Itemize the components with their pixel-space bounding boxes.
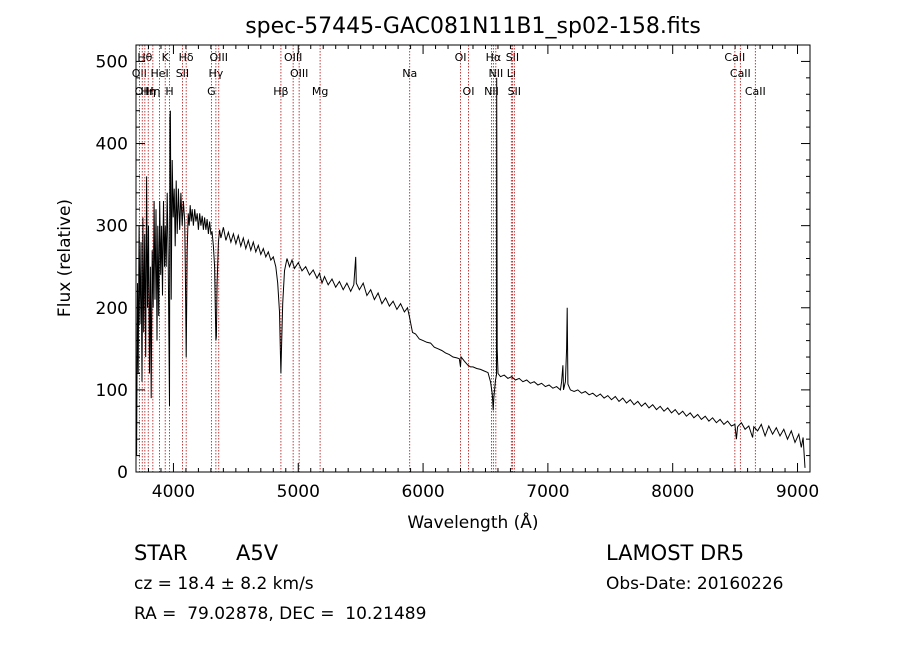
x-tick-label-5000: 5000 xyxy=(277,482,320,502)
axis-ticks: 4000 5000 6000 7000 8000 9000 0 100 200 300 400 500 xyxy=(96,44,819,502)
x-tick-label-6000: 6000 xyxy=(401,482,444,502)
x-axis-label: Wavelength (Å) xyxy=(407,511,538,533)
y-tick-label-200: 200 xyxy=(96,299,128,319)
line-label-10: G xyxy=(207,85,216,98)
line-label-28: CaII xyxy=(745,85,766,98)
line-label-22: NII xyxy=(488,67,503,80)
line-label-4: Hη xyxy=(145,85,160,98)
y-tick-label-400: 400 xyxy=(96,135,128,155)
line-label-12: OIII xyxy=(210,51,228,64)
chart-title: spec-57445-GAC081N11B1_sp02-158.fits xyxy=(245,14,701,39)
line-label-17: Na xyxy=(402,67,417,80)
line-label-9: Hδ xyxy=(179,51,194,64)
line-label-11: Hγ xyxy=(208,67,223,80)
line-label-23: Li xyxy=(507,67,516,80)
line-label-26: CaII xyxy=(724,51,745,64)
y-tick-label-300: 300 xyxy=(96,217,128,237)
spectrum-plot xyxy=(136,77,806,468)
observation-date: Obs-Date: 20160226 xyxy=(606,574,784,594)
x-tick-label-9000: 9000 xyxy=(776,482,819,502)
y-axis-label: Flux (relative) xyxy=(55,199,75,317)
line-label-19: OI xyxy=(463,85,475,98)
y-tick-label-500: 500 xyxy=(96,52,128,72)
spectral-line-markers: OIIOIIHθHηHηHeIKHSIIHδGHγOIIIHβOIIIOIIIM… xyxy=(132,45,766,472)
line-label-25: SII xyxy=(508,85,521,98)
y-tick-label-100: 100 xyxy=(96,381,128,401)
object-subclass: A5V xyxy=(236,541,279,565)
line-label-18: OI xyxy=(455,51,467,64)
y-tick-label-0: 0 xyxy=(117,463,128,483)
line-label-27: CaII xyxy=(730,67,751,80)
x-tick-label-7000: 7000 xyxy=(526,482,569,502)
spectrum-series-0 xyxy=(136,77,806,468)
line-label-3: Hη xyxy=(141,85,156,98)
line-label-14: OIII xyxy=(284,51,302,64)
redshift-value: cz = 18.4 ± 8.2 km/s xyxy=(134,574,314,594)
line-label-20: NII xyxy=(484,85,499,98)
line-label-6: K xyxy=(162,51,170,64)
x-tick-label-8000: 8000 xyxy=(651,482,694,502)
line-label-13: Hβ xyxy=(273,85,288,98)
object-class: STAR xyxy=(134,541,188,565)
line-label-2: Hθ xyxy=(137,51,152,64)
survey-name: LAMOST DR5 xyxy=(606,541,745,565)
line-label-15: OIII xyxy=(290,67,308,80)
line-label-21: Hα xyxy=(486,51,502,64)
sky-coordinates: RA = 79.02878, DEC = 10.21489 xyxy=(134,604,427,624)
line-label-16: Mg xyxy=(312,85,328,98)
line-label-8: SII xyxy=(176,67,189,80)
line-label-7: H xyxy=(165,85,173,98)
plot-frame xyxy=(135,44,811,473)
line-label-24: SII xyxy=(506,51,519,64)
line-label-5: HeI xyxy=(150,67,168,80)
x-tick-label-4000: 4000 xyxy=(152,482,195,502)
